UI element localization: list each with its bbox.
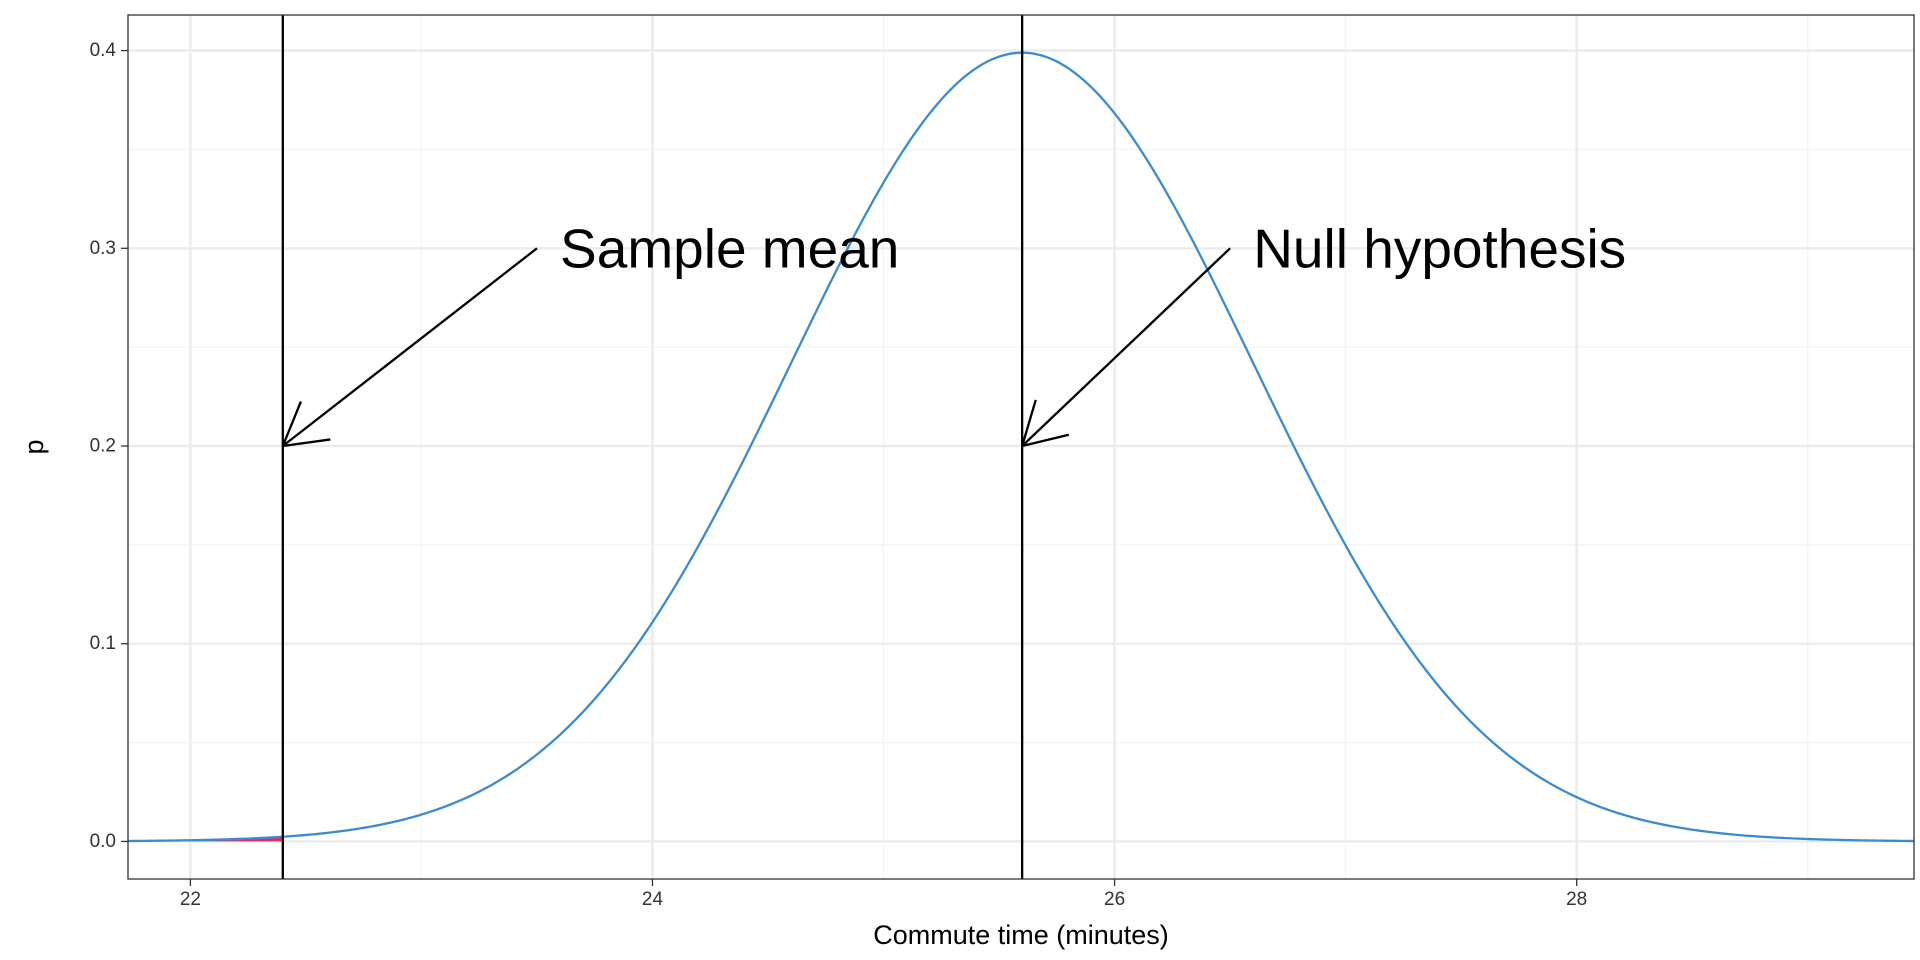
x-tick-label: 28 xyxy=(1566,889,1587,910)
annotation-arrow-head xyxy=(1021,433,1070,448)
annotations: Sample mean Null hypothesis xyxy=(281,217,1626,448)
density-curve xyxy=(127,51,1915,843)
x-tick-label: 26 xyxy=(1104,889,1125,910)
x-tick-label: 24 xyxy=(642,889,664,910)
minor-gridlines xyxy=(128,15,1914,879)
y-tick-label: 0.2 xyxy=(90,436,116,457)
annotation-arrow-shaft xyxy=(1021,247,1231,447)
y-axis-title: p xyxy=(19,439,49,454)
major-gridlines xyxy=(128,15,1914,879)
density-line xyxy=(127,51,1915,843)
tick-labels: 22 24 26 28 0.0 0.1 0.2 0.3 0.4 xyxy=(90,40,1588,910)
annotation-arrow-head xyxy=(1021,399,1037,447)
tail-area xyxy=(128,836,283,842)
y-tick-label: 0.3 xyxy=(90,238,116,259)
y-tick-label: 0.0 xyxy=(90,831,116,852)
axis-ticks xyxy=(121,49,1578,886)
annotation-label: Sample mean xyxy=(560,217,899,279)
annotation-arrow-head xyxy=(282,438,331,448)
y-tick-label: 0.1 xyxy=(90,633,116,654)
vertical-lines xyxy=(281,15,1024,879)
annotation-label: Null hypothesis xyxy=(1253,217,1626,279)
annotation-arrow-head xyxy=(281,401,302,447)
x-tick-label: 22 xyxy=(180,889,201,910)
panel-border xyxy=(127,14,1915,880)
annotation-arrow-shaft xyxy=(282,247,538,447)
shaded-tail-area xyxy=(128,836,283,842)
x-axis-title: Commute time (minutes) xyxy=(873,920,1169,950)
y-tick-label: 0.4 xyxy=(90,40,117,61)
